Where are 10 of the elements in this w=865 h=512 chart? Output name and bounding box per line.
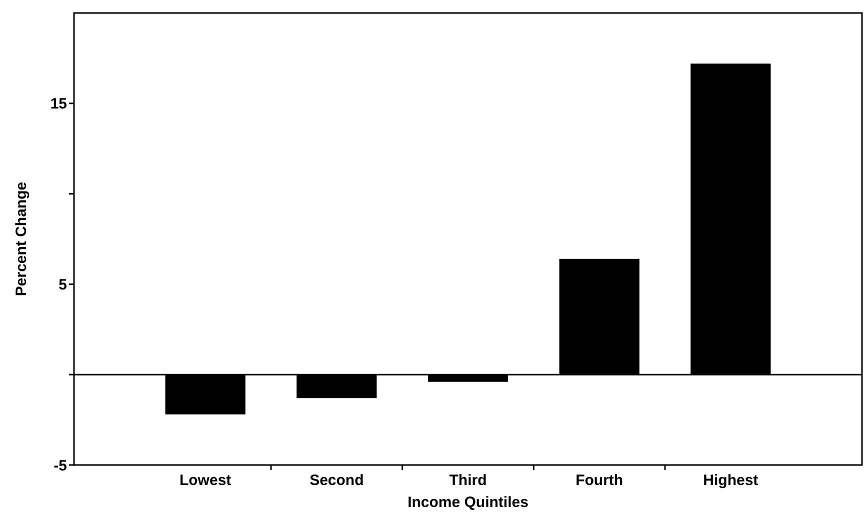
x-tick-label: Third [449,472,487,489]
x-tick-label: Highest [703,472,758,489]
x-axis-title: Income Quintiles [408,494,528,511]
x-tick-label: Fourth [576,472,624,489]
x-tick-label: Lowest [179,472,232,489]
y-tick-label: 5 [58,276,67,294]
y-tick-label: 15 [50,96,67,113]
y-axis-title: Percent Change [13,182,30,296]
y-tick-label: -5 [54,457,67,474]
x-tick-label: Second [310,472,364,489]
